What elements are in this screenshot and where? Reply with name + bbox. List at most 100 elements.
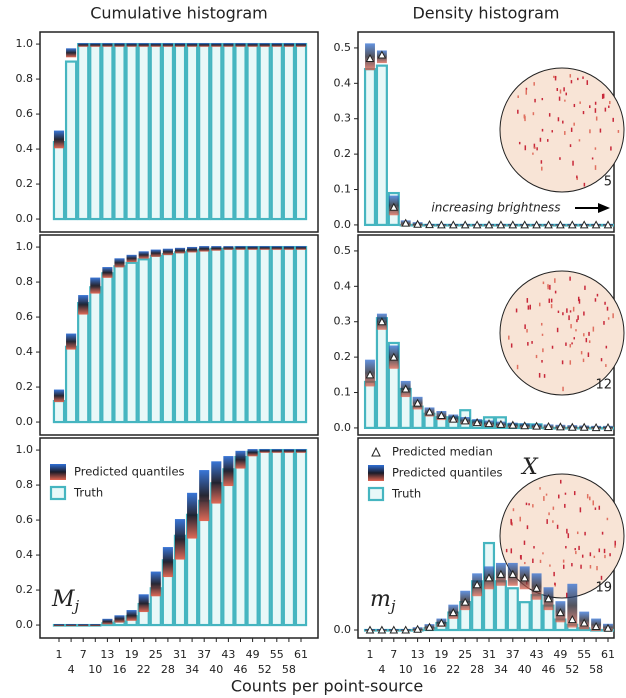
x-tick-label: 49: [246, 648, 260, 661]
inset-source: [559, 157, 561, 160]
panel-title: Cumulative histogram: [90, 4, 268, 23]
inset-source: [589, 340, 591, 343]
truth-bar: [102, 273, 112, 422]
x-tick-label: 1: [367, 648, 374, 661]
y-tick-label: 0.0: [16, 212, 34, 225]
inset-source: [546, 519, 548, 524]
y-tick-label: 0.4: [334, 76, 352, 89]
quantile-band: [175, 248, 185, 253]
inset-source: [593, 500, 595, 505]
quantile-band: [78, 295, 88, 314]
x-tick-label: 34: [494, 663, 508, 676]
inset-source: [549, 113, 551, 116]
x-tick-label: 7: [80, 648, 87, 661]
panel-title: Density histogram: [412, 4, 559, 23]
truth-bar: [114, 44, 124, 219]
truth-bar: [163, 44, 173, 219]
inset-source: [577, 78, 579, 80]
quantile-band: [296, 43, 306, 47]
inset-source: [604, 555, 606, 558]
inset-source: [565, 546, 567, 548]
x-tick-label: 40: [209, 663, 223, 676]
quantile-band: [284, 43, 294, 47]
y-tick-label: 0.0: [16, 415, 34, 428]
quantile-band: [175, 43, 185, 47]
quantile-band: [163, 43, 173, 47]
inset-source: [581, 351, 583, 354]
inset-source: [595, 298, 597, 301]
inset-source: [566, 593, 568, 598]
x-tick-label: 22: [137, 663, 151, 676]
truth-bar: [54, 142, 64, 219]
x-tick-label: 7: [390, 648, 397, 661]
inset-source: [604, 549, 606, 553]
inset-source: [564, 100, 566, 102]
quantile-band: [211, 246, 221, 251]
legend-label: Predicted quantiles: [392, 466, 503, 480]
inset-source: [513, 508, 515, 511]
inset-source: [597, 294, 599, 297]
inset-source: [557, 328, 559, 332]
inset-source: [536, 355, 538, 358]
truth-bar: [260, 247, 270, 422]
inset-source: [541, 167, 543, 171]
truth-bar: [199, 250, 209, 422]
x-tick-label: 46: [234, 663, 248, 676]
figure: 0.00.20.40.60.81.0Cumulative histogram0.…: [0, 0, 626, 698]
inset-source: [542, 552, 544, 554]
x-tick-label: 61: [601, 648, 615, 661]
truth-bar: [78, 44, 88, 219]
truth-bar: [284, 247, 294, 422]
quantile-band: [211, 461, 221, 503]
inset-source: [579, 139, 581, 141]
inset-source: [564, 131, 566, 135]
truth-bar: [296, 44, 306, 219]
inset-source: [571, 563, 573, 566]
inset-source: [589, 497, 591, 501]
inset-source: [517, 110, 519, 114]
y-tick-label: 0.4: [16, 548, 34, 561]
y-tick-label: 0.1: [334, 183, 352, 196]
inset-source: [566, 93, 568, 96]
annotation-main: M: [51, 587, 75, 612]
truth-bar: [296, 247, 306, 422]
inset-source: [520, 555, 522, 560]
x-tick-label: 52: [258, 663, 272, 676]
inset-source: [542, 129, 544, 132]
quantile-band: [284, 246, 294, 250]
inset-source: [595, 147, 597, 149]
inset-source: [530, 305, 532, 310]
x-tick-label: 52: [565, 663, 579, 676]
x-tick-label: 55: [270, 648, 284, 661]
inset-source: [542, 348, 544, 352]
x-tick-label: 13: [100, 648, 114, 661]
inset-source: [539, 303, 541, 307]
y-tick-label: 0.0: [334, 421, 352, 434]
inset-source: [525, 145, 527, 150]
inset-source: [570, 144, 572, 147]
inset-source: [564, 504, 566, 508]
inset-source: [570, 360, 572, 364]
inset-source: [577, 532, 579, 535]
inset-source: [614, 541, 616, 546]
inset-source: [553, 572, 555, 576]
inset-source: [540, 560, 542, 563]
x-tick-label: 58: [589, 663, 603, 676]
y-tick-label: 0.5: [334, 41, 352, 54]
inset-source: [589, 105, 591, 108]
inset-source: [519, 517, 521, 522]
inset-source: [536, 147, 538, 150]
inset-source: [605, 108, 607, 112]
inset-source: [544, 374, 546, 378]
annotation-main: m: [370, 587, 391, 612]
truth-bar: [377, 318, 387, 428]
inset-source: [580, 565, 582, 569]
quantile-band: [211, 43, 221, 47]
y-tick-label: 0.8: [16, 275, 34, 288]
y-tick-label: 0.1: [334, 386, 352, 399]
quantile-band: [114, 258, 124, 267]
inset-source: [511, 520, 512, 525]
truth-bar: [139, 259, 149, 422]
inset-source: [562, 312, 564, 315]
x-tick-label: 49: [553, 648, 567, 661]
